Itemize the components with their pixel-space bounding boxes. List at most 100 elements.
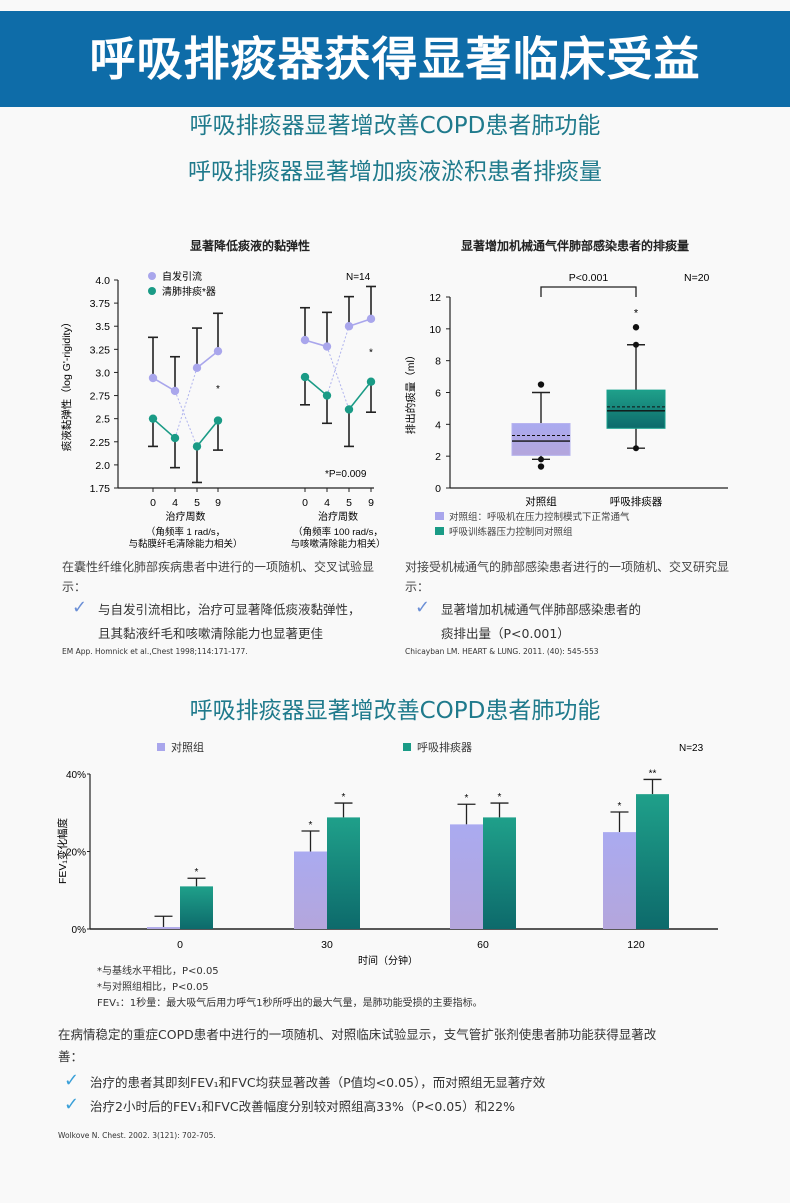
y-tick-label: 1.75 xyxy=(90,483,111,495)
data-point xyxy=(344,405,354,414)
bar xyxy=(180,886,213,929)
n-label: N=20 xyxy=(684,272,710,284)
crossover-line xyxy=(174,390,198,447)
legend-label: 呼吸排痰器 xyxy=(417,740,472,754)
x-tick-label: 9 xyxy=(368,497,374,509)
data-point xyxy=(148,414,158,423)
legend-label: 清肺排痰*器 xyxy=(162,285,216,298)
bar xyxy=(636,794,669,929)
sputum-volume-boxplot: 0 2 4 6 8 10 12 排出的痰量（ml） 对照组 * 呼吸排痰器 P<0.001 N=20 对照… xyxy=(404,272,728,538)
data-point xyxy=(300,372,310,382)
x-axis-sublabel: 与咳嗽清除能力相关） xyxy=(290,538,385,550)
legend-swatch xyxy=(435,512,444,520)
legend-label: 对照组：呼吸机在压力控制模式下正常通气 xyxy=(449,511,630,523)
bar xyxy=(483,817,516,929)
crossover-line xyxy=(326,326,350,396)
bullet-text: 与自发引流相比，治疗可显著降低痰液黏弹性， xyxy=(98,602,361,617)
copd-bullet-1: ✓ 治疗的患者其即刻FEV₁和FVC均获显著改善（P值均<0.05），而对照组无显… xyxy=(64,1070,730,1095)
y-tick-label: 2.5 xyxy=(95,414,110,426)
y-tick-label: 4 xyxy=(435,419,441,431)
copd-reference: Wolkove N. Chest. 2002. 3(121): 702-705. xyxy=(58,1131,216,1140)
n-label: N=23 xyxy=(679,743,704,754)
legend-swatch xyxy=(435,527,444,535)
bullet-text: 痰排出量（P<0.001） xyxy=(441,626,570,641)
significance-star: * xyxy=(369,347,373,358)
copd-bullets: ✓ 治疗的患者其即刻FEV₁和FVC均获显著改善（P值均<0.05），而对照组无显… xyxy=(64,1070,730,1119)
series-line xyxy=(348,381,372,410)
significance-star: * xyxy=(216,384,220,395)
box xyxy=(511,423,571,456)
y-tick-label: 40% xyxy=(66,770,86,781)
whisker-point xyxy=(633,341,639,348)
checkmark-icon: ✓ xyxy=(64,1094,80,1115)
section-title-copd: 呼吸排痰器显著增改善COPD患者肺功能 xyxy=(189,698,601,724)
bullet-text: 治疗2小时后的FEV₁和FVC改善幅度分别较对照组高33%（P<0.05）和22… xyxy=(90,1099,515,1114)
bullet-text: 且其黏液纤毛和咳嗽清除能力也显著更佳 xyxy=(98,626,324,641)
significance-star: * xyxy=(618,801,622,812)
bullet-text: 显著增加机械通气伴肺部感染患者的 xyxy=(441,602,642,617)
x-tick-label: 120 xyxy=(627,939,645,951)
outlier xyxy=(632,324,640,331)
series-line xyxy=(152,377,176,392)
x-tick-label: 5 xyxy=(194,497,200,509)
data-point xyxy=(148,373,158,383)
x-axis-label: 时间（分钟） xyxy=(358,954,418,967)
checkmark-icon: ✓ xyxy=(64,1070,80,1091)
copd-study-intro: 在病情稳定的重症COPD患者中进行的一项随机、对照临床试验显示，支气管扩张剂使患… xyxy=(58,1027,657,1064)
x-tick-label: 30 xyxy=(321,939,333,951)
x-tick-label: 4 xyxy=(172,497,178,509)
significance-star: ** xyxy=(649,768,657,779)
y-tick-label: 6 xyxy=(435,388,441,400)
y-axis-label: FEV₁变化幅度 xyxy=(56,818,69,884)
legend-marker xyxy=(148,272,156,280)
data-point xyxy=(366,314,376,324)
x-axis-sublabel: 与黏膜纤毛清除能力相关） xyxy=(128,538,242,550)
x-tick-label: 0 xyxy=(177,939,183,951)
x-tick-label: 0 xyxy=(150,497,156,509)
data-point xyxy=(213,416,223,425)
series-line xyxy=(152,418,176,439)
y-tick-label: 3.0 xyxy=(95,367,110,379)
significance-star: * xyxy=(309,820,313,831)
n-label: N=14 xyxy=(346,272,371,283)
legend-label: 对照组 xyxy=(171,740,204,754)
data-point xyxy=(344,322,354,331)
whisker-point xyxy=(633,445,639,452)
p-value-label: P<0.001 xyxy=(569,272,609,284)
chart-notes: *与基线水平相比，P<0.05 *与对照组相比，P<0.05 FEV₁：1秒量：… xyxy=(97,964,483,1012)
note-baseline: *与基线水平相比，P<0.05 xyxy=(97,966,219,977)
y-tick-label: 0% xyxy=(72,925,87,936)
left-reference: EM App. Homnick et al.,Chest 1998;114:17… xyxy=(62,647,248,656)
copd-bullet-2: ✓ 治疗2小时后的FEV₁和FVC改善幅度分别较对照组高33%（P<0.05）和2… xyxy=(64,1094,730,1119)
data-point xyxy=(366,377,376,386)
section-title-sputum: 呼吸排痰器显著增加痰液淤积患者排痰量 xyxy=(188,159,602,185)
y-tick-label: 2 xyxy=(435,451,441,463)
y-tick-label: 8 xyxy=(435,356,441,368)
overlapping-section-title: 呼吸排痰器显著增改善COPD患者肺功能 xyxy=(189,113,601,139)
viscoelasticity-chart: 4.0 3.75 3.5 3.25 3.0 2.75 2.5 2.25 2.0 1.75 痰液黏弹性… xyxy=(60,270,386,550)
whisker-point xyxy=(538,456,544,463)
x-axis-sublabel: （角频率 100 rad/s， xyxy=(293,526,383,538)
legend-swatch xyxy=(403,743,411,751)
bar xyxy=(603,832,636,929)
note-fev1-definition: FEV₁：1秒量：最大吸气后用力呼气1秒所呼出的最大气量，是肺功能受损的主要指标… xyxy=(97,998,483,1009)
x-tick-label: 0 xyxy=(302,497,308,509)
legend-label: 自发引流 xyxy=(162,270,202,283)
y-tick-label: 2.25 xyxy=(90,437,111,449)
bar xyxy=(147,927,180,929)
y-tick-label: 3.75 xyxy=(90,298,111,310)
y-axis-label: 排出的痰量（ml） xyxy=(404,350,417,435)
y-tick-label: 4.0 xyxy=(95,275,110,287)
note-control: *与对照组相比，P<0.05 xyxy=(97,982,209,993)
y-axis-label: 痰液黏弹性（log G'-rigidity） xyxy=(60,317,73,451)
significance-bracket xyxy=(540,286,637,297)
bullet-text: 治疗的患者其即刻FEV₁和FVC均获显著改善（P值均<0.05），而对照组无显著… xyxy=(90,1075,546,1090)
bar xyxy=(327,817,360,929)
x-tick-label: 60 xyxy=(477,939,489,951)
data-point xyxy=(300,335,310,345)
x-axis-sublabel: （角频率 1 rad/s， xyxy=(146,526,225,538)
page-header: 呼吸排痰器获得显著临床受益 xyxy=(0,11,790,107)
series-line xyxy=(196,420,219,447)
x-tick-label: 呼吸排痰器 xyxy=(610,495,663,508)
